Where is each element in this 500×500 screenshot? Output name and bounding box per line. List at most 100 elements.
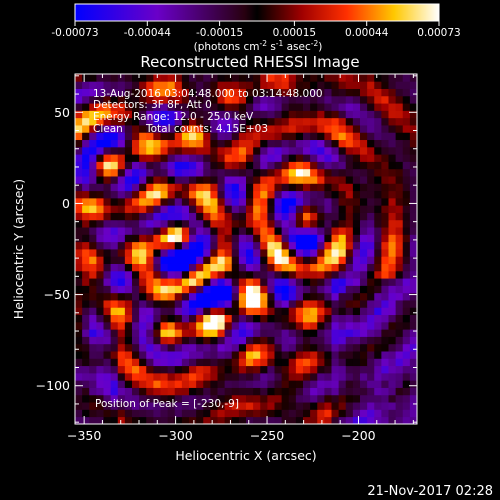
heatmap-cell [174, 146, 183, 155]
heatmap-cell [174, 88, 183, 97]
heatmap-cell [338, 365, 347, 374]
heatmap-cell [409, 110, 417, 119]
heatmap-cell [288, 212, 297, 221]
heatmap-cell [167, 161, 176, 170]
heatmap-cell [281, 409, 290, 418]
heatmap-cell [402, 146, 411, 155]
heatmap-cell [367, 314, 375, 323]
heatmap-cell [75, 161, 83, 170]
heatmap-cell [196, 234, 204, 243]
heatmap-cell [238, 176, 247, 184]
heatmap-cell [224, 168, 233, 177]
heatmap-cell [174, 292, 183, 301]
heatmap-cell [203, 176, 211, 184]
heatmap-cell [402, 329, 411, 337]
heatmap-cell [402, 365, 411, 374]
heatmap-cell [331, 278, 340, 286]
heatmap-cell [167, 278, 176, 286]
heatmap-cell [217, 234, 226, 243]
heatmap-cell [360, 372, 368, 381]
heatmap-cell [196, 270, 204, 279]
heatmap-cell [89, 329, 97, 337]
heatmap-cell [110, 329, 119, 337]
heatmap-cell [203, 256, 211, 264]
heatmap-cell [146, 168, 154, 177]
heatmap-cell [224, 380, 233, 388]
heatmap-cell [267, 402, 275, 410]
heatmap-cell [274, 139, 283, 148]
heatmap-cell [317, 117, 325, 126]
heatmap-cell [139, 117, 147, 126]
heatmap-cell [89, 380, 97, 388]
heatmap-cell [246, 329, 254, 337]
heatmap-cell [345, 278, 354, 286]
heatmap-cell [409, 154, 417, 162]
heatmap-cell [338, 205, 347, 213]
heatmap-cell [103, 197, 112, 206]
heatmap-cell [310, 300, 318, 308]
heatmap-cell [345, 117, 354, 126]
heatmap-cell [267, 329, 275, 337]
heatmap-cell [210, 110, 218, 119]
heatmap-cell [367, 358, 375, 367]
heatmap-cell [96, 139, 104, 148]
heatmap-cell [395, 409, 404, 418]
heatmap-cell [367, 336, 375, 345]
heatmap-cell [160, 292, 169, 301]
heatmap-cell [82, 205, 90, 213]
heatmap-cell [167, 256, 176, 264]
heatmap-cell [295, 278, 304, 286]
heatmap-cell [174, 205, 183, 213]
heatmap-cell [381, 409, 389, 418]
heatmap-cell [217, 95, 226, 104]
heatmap-cell [288, 249, 297, 257]
heatmap-cell [153, 146, 161, 155]
heatmap-cell [146, 416, 154, 424]
heatmap-cell [160, 285, 169, 294]
heatmap-cell [75, 168, 83, 177]
heatmap-cell [167, 241, 176, 250]
heatmap-cell [253, 270, 261, 279]
heatmap-cell [388, 241, 397, 250]
heatmap-cell [409, 329, 417, 337]
heatmap-cell [367, 234, 375, 243]
heatmap-cell [167, 416, 176, 424]
heatmap-cell [231, 263, 240, 272]
heatmap-cell [146, 351, 154, 359]
heatmap-cell [89, 88, 97, 97]
heatmap-cell [132, 365, 140, 374]
heatmap-cell [310, 329, 318, 337]
heatmap-cell [324, 110, 332, 119]
heatmap-cell [189, 365, 197, 374]
heatmap-cell [210, 81, 218, 89]
heatmap-cell [345, 154, 354, 162]
heatmap-cell [274, 343, 283, 352]
heatmap-cell [409, 402, 417, 410]
heatmap-cell [238, 263, 247, 272]
heatmap-cell [267, 197, 275, 206]
heatmap-cell [360, 103, 368, 111]
heatmap-cell [174, 219, 183, 228]
heatmap-cell [274, 117, 283, 126]
peak-position-annotation: Position of Peak = [-230,-9] [95, 398, 239, 410]
heatmap-cell [117, 351, 126, 359]
heatmap-cell [267, 219, 275, 228]
heatmap-cell [210, 270, 218, 279]
heatmap-cell [409, 256, 417, 264]
heatmap-cell [167, 132, 176, 141]
heatmap-cell [217, 103, 226, 111]
heatmap-cell [174, 183, 183, 192]
heatmap-cell [75, 329, 83, 337]
heatmap-cell [210, 176, 218, 184]
heatmap-cell [295, 125, 304, 133]
heatmap-cell [103, 234, 112, 243]
heatmap-cell [224, 394, 233, 403]
heatmap-cell [395, 212, 404, 221]
heatmap-cell [367, 117, 375, 126]
heatmap-cell [310, 263, 318, 272]
heatmap-cell [360, 125, 368, 133]
heatmap-cell [146, 409, 154, 418]
heatmap-cell [388, 81, 397, 89]
heatmap-cell [231, 278, 240, 286]
heatmap-cell [117, 146, 126, 155]
